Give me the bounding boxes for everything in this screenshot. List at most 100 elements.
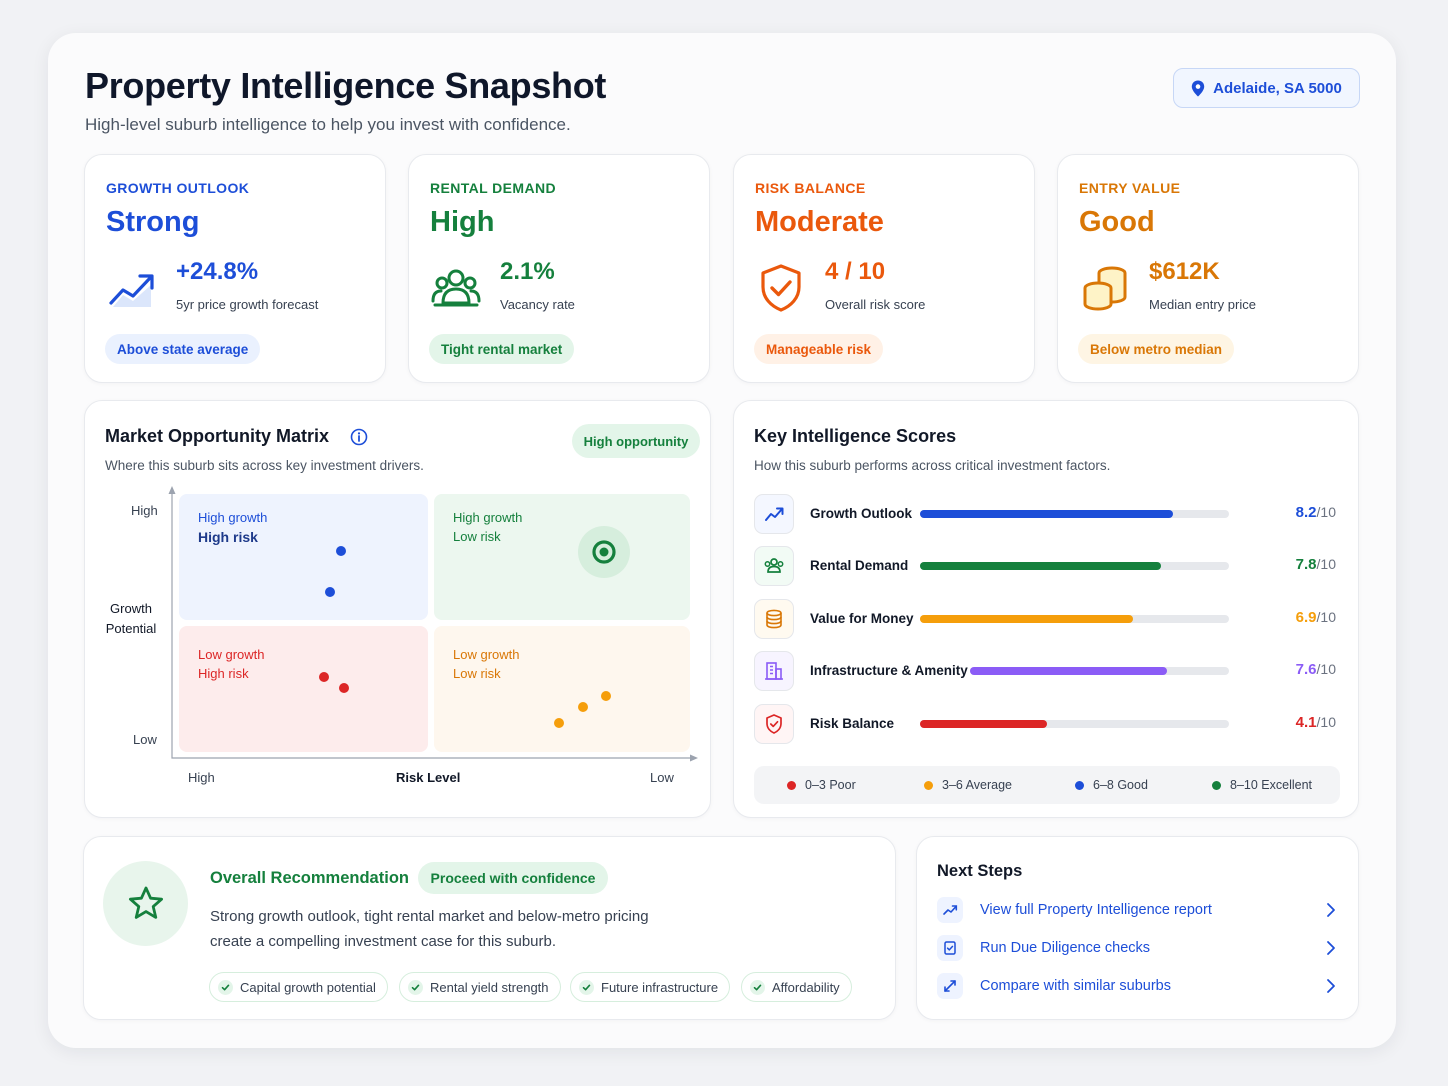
recommendation-title: Overall Recommendation (210, 869, 409, 887)
quadrant-label: High growth (453, 510, 523, 525)
quadrant-low-growth-high-risk (179, 626, 428, 752)
kpi-badge: Above state average (105, 334, 261, 364)
check-icon (408, 979, 423, 995)
data-point (336, 546, 346, 556)
people-icon (431, 269, 481, 307)
document-check-icon (937, 935, 963, 961)
kpi-badge: Tight rental market (429, 334, 575, 364)
recommendation-chip: Capital growth potential (209, 972, 388, 1002)
coins-icon (1083, 266, 1127, 311)
kpi-description: Median entry price (1149, 297, 1256, 312)
chevron-right-icon (1327, 979, 1335, 993)
shield-check-icon (761, 264, 801, 312)
legend-item: 0–3 Poor (787, 778, 856, 792)
x-axis-low-label: Low (650, 770, 674, 785)
next-steps: Next Steps View full Property Intelligen… (916, 836, 1359, 1020)
compare-arrows-icon (937, 973, 963, 999)
matrix-subtitle: Where this suburb sits across key invest… (105, 458, 424, 473)
opportunity-badge: High opportunity (572, 424, 700, 458)
score-track (920, 510, 1229, 518)
next-step-due-diligence[interactable]: Run Due Diligence checks (937, 934, 1342, 962)
coins-icon (754, 599, 794, 639)
overall-recommendation: Overall Recommendation Proceed with conf… (83, 836, 896, 1020)
kpi-rating: High (430, 206, 495, 238)
location-label: Adelaide, SA 5000 (1213, 79, 1342, 97)
matrix-plot (168, 486, 698, 762)
scores-subtitle: How this suburb performs across critical… (754, 458, 1111, 473)
score-bar (970, 667, 1167, 675)
market-opportunity-matrix: Market Opportunity Matrix High opportuni… (84, 400, 711, 818)
quadrant-high-growth-high-risk (179, 494, 428, 620)
quadrant-low-growth-low-risk (434, 626, 690, 752)
scores-title: Key Intelligence Scores (754, 426, 957, 446)
chevron-right-icon (1327, 941, 1335, 955)
y-axis-title: Growth Potential (105, 601, 157, 636)
trending-up-icon (754, 494, 794, 534)
score-value: 4.1/10 (1295, 714, 1336, 731)
quadrant-label: Low growth (453, 647, 520, 662)
score-value: 7.6/10 (1295, 661, 1336, 678)
score-bar (920, 510, 1174, 518)
kpi-description: Vacancy rate (500, 297, 575, 312)
trending-up-icon (937, 897, 963, 923)
score-label: Growth Outlook (810, 506, 912, 521)
recommendation-badge: Proceed with confidence (418, 862, 608, 894)
next-step-compare-suburbs[interactable]: Compare with similar suburbs (937, 972, 1342, 1000)
location-button[interactable]: Adelaide, SA 5000 (1173, 68, 1360, 108)
check-icon (218, 979, 233, 995)
kpi-card-growth-outlook: GROWTH OUTLOOK Strong +24.8% 5yr price g… (84, 154, 386, 383)
score-label: Risk Balance (810, 716, 895, 731)
y-axis-low-label: Low (133, 732, 157, 747)
star-icon (103, 861, 188, 946)
next-step-label: View full Property Intelligence report (980, 902, 1212, 918)
y-axis-high-label: High (131, 503, 158, 518)
score-track (970, 667, 1229, 675)
check-icon (750, 979, 765, 995)
kpi-value: +24.8% (176, 258, 259, 285)
kpi-description: Overall risk score (825, 297, 926, 312)
info-icon[interactable] (350, 428, 368, 446)
shield-check-icon (754, 704, 794, 744)
quadrant-label: Low growth (198, 647, 265, 662)
kpi-value: 4 / 10 (825, 258, 886, 285)
next-step-view-report[interactable]: View full Property Intelligence report (937, 896, 1342, 924)
data-point (319, 672, 329, 682)
next-step-label: Run Due Diligence checks (980, 940, 1151, 956)
key-intelligence-scores: Key Intelligence Scores How this suburb … (733, 400, 1359, 818)
quadrant-label: High risk (198, 666, 249, 681)
legend-item: 6–8 Good (1075, 778, 1148, 792)
score-bar (920, 562, 1162, 570)
quadrant-high-growth-low-risk (434, 494, 690, 620)
kpi-label: GROWTH OUTLOOK (106, 180, 250, 196)
data-point (554, 718, 564, 728)
score-value: 8.2/10 (1295, 504, 1336, 521)
recommendation-chip: Affordability (741, 972, 852, 1002)
page-title: Property Intelligence Snapshot (85, 65, 607, 106)
recommendation-chip: Future infrastructure (570, 972, 731, 1002)
kpi-rating: Strong (106, 206, 200, 238)
building-icon (754, 651, 794, 691)
kpi-rating: Good (1079, 206, 1155, 238)
kpi-label: RENTAL DEMAND (430, 180, 557, 196)
chevron-right-icon (1327, 903, 1335, 917)
page-subtitle: High-level suburb intelligence to help y… (85, 115, 571, 134)
kpi-card-entry-value: ENTRY VALUE Good $612K Median entry pric… (1057, 154, 1359, 383)
x-axis-high-label: High (188, 770, 215, 785)
data-point (601, 691, 611, 701)
data-point (325, 587, 335, 597)
score-track (920, 615, 1229, 623)
kpi-rating: Moderate (755, 206, 884, 238)
dashboard-panel: Property Intelligence Snapshot High-leve… (48, 33, 1396, 1048)
x-axis-title: Risk Level (396, 770, 461, 785)
kpi-value: $612K (1149, 258, 1220, 285)
kpi-value: 2.1% (500, 258, 555, 285)
kpi-description: 5yr price growth forecast (176, 297, 319, 312)
quadrant-label: High risk (198, 529, 258, 545)
score-row-risk-balance: Risk Balance 4.1/10 (754, 704, 1340, 744)
recommendation-text: Strong growth outlook, tight rental mark… (210, 908, 649, 950)
kpi-badge: Below metro median (1078, 334, 1235, 364)
people-icon (754, 546, 794, 586)
score-bar (920, 720, 1047, 728)
score-track (920, 720, 1229, 728)
quadrant-label: Low risk (453, 666, 501, 681)
